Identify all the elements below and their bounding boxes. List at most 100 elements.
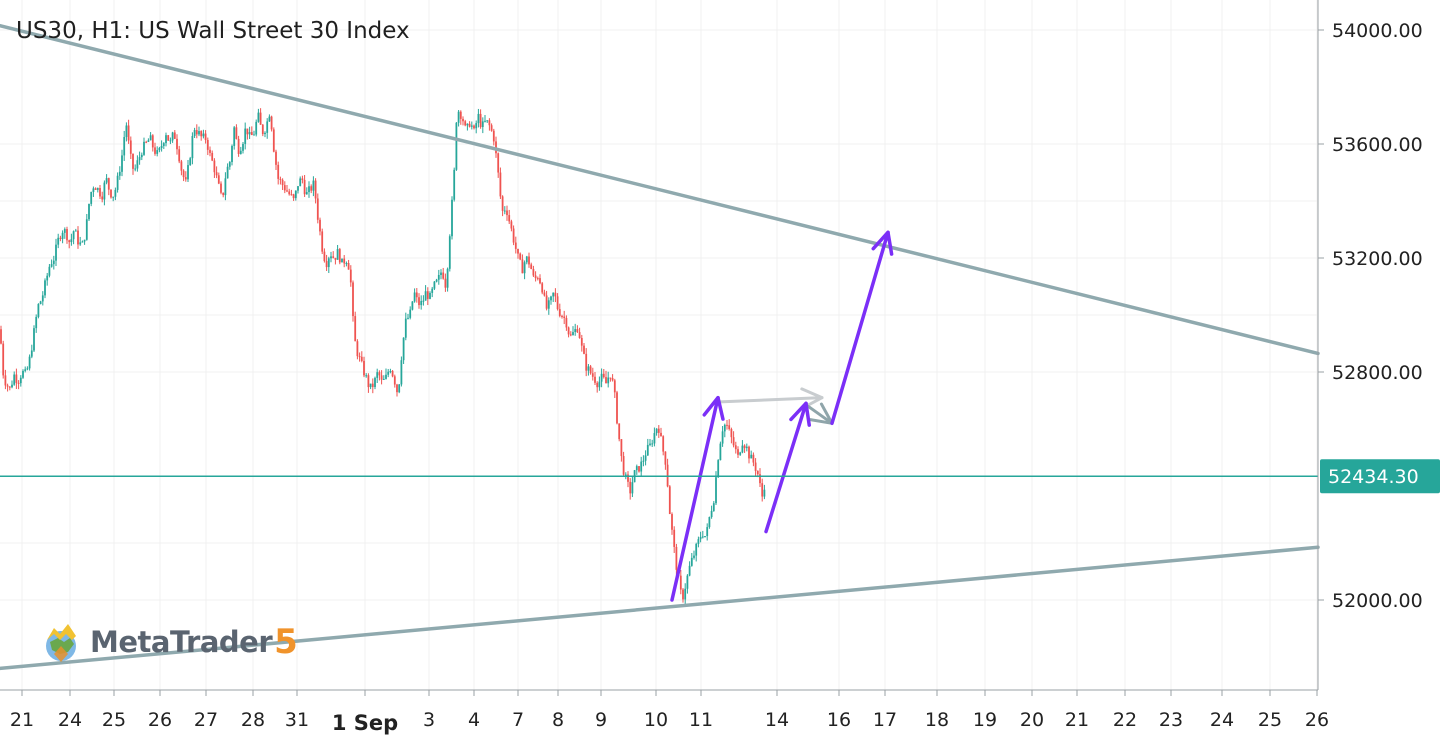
candle-body: [140, 154, 143, 158]
candle-body: [697, 539, 700, 544]
candle-body: [103, 182, 106, 200]
candle-body: [297, 186, 299, 191]
arrow-shaft: [670, 395, 720, 602]
candle-body: [688, 565, 691, 576]
candle-body: [30, 350, 33, 357]
candle-body: [39, 301, 42, 305]
candle-body: [228, 162, 231, 167]
candle-body: [156, 150, 159, 154]
projection-arrow[interactable]: [830, 230, 894, 426]
candle-body: [396, 384, 398, 393]
candle-body: [580, 337, 583, 346]
candle-body: [585, 353, 588, 371]
candle-body: [732, 437, 735, 446]
candle-body: [171, 132, 174, 141]
candle-body: [591, 373, 594, 377]
candle-body: [409, 309, 412, 318]
candle-body: [510, 221, 513, 229]
candle-body: [433, 281, 436, 289]
candle-body: [118, 171, 121, 176]
ghost-return-arrow[interactable]: [806, 402, 834, 425]
candle-body: [28, 356, 31, 369]
x-tick-label: 18: [925, 709, 949, 731]
trendlines[interactable]: [0, 23, 1320, 671]
projection-arrow[interactable]: [670, 395, 725, 602]
candle-body: [178, 149, 181, 162]
candle-body: [2, 343, 5, 376]
candle-body: [123, 137, 126, 156]
candle-body: [558, 309, 561, 316]
candle-body: [275, 151, 277, 165]
candle-body: [77, 230, 79, 245]
candle-body: [651, 443, 654, 445]
candle-body: [655, 428, 658, 434]
candle-body: [484, 120, 486, 122]
arrow-head: [800, 387, 824, 410]
candle-body: [605, 377, 607, 384]
candle-body: [129, 140, 132, 154]
trendline[interactable]: [0, 23, 1320, 356]
projection-arrow[interactable]: [764, 401, 811, 534]
candle-body: [712, 503, 715, 511]
price-badge-background: [1320, 459, 1440, 494]
candle-body: [200, 131, 203, 137]
candle-body: [26, 368, 29, 370]
candle-body: [48, 266, 51, 276]
candle-body: [492, 130, 495, 142]
candle-body: [596, 382, 599, 388]
candle-body: [330, 256, 332, 259]
candle-body: [415, 292, 418, 298]
candle-body: [52, 260, 55, 265]
candle-body: [512, 228, 515, 243]
candle-body: [556, 296, 559, 310]
ghost-projection-arrow[interactable]: [718, 387, 824, 410]
candle-body: [371, 383, 374, 388]
candle-body: [310, 186, 313, 191]
candle-body: [424, 291, 427, 301]
candle-body: [660, 432, 662, 437]
candle-body: [369, 383, 372, 388]
arrow-head: [702, 395, 725, 421]
candle-body: [664, 451, 667, 465]
candle-body: [640, 461, 643, 472]
candle-body: [35, 316, 38, 329]
candle-body: [11, 384, 13, 388]
candle-body: [160, 145, 163, 149]
candle-body: [292, 194, 295, 199]
candle-body: [8, 386, 11, 388]
candle-body: [70, 239, 73, 243]
candle-body: [259, 112, 262, 125]
candle-body: [68, 240, 71, 243]
candle-body: [345, 263, 348, 265]
globe-icon: [46, 624, 76, 662]
candle-body: [519, 253, 522, 260]
candle-body: [332, 256, 335, 258]
candle-body: [167, 135, 170, 141]
candle-body: [686, 575, 689, 589]
x-tick-label: 11: [689, 709, 713, 731]
candle-body: [261, 124, 264, 135]
candle-body: [356, 341, 359, 357]
projection-arrows[interactable]: [670, 230, 894, 602]
x-tick-label: 22: [1113, 709, 1137, 731]
candle-body: [343, 258, 346, 264]
candle-body: [539, 278, 541, 284]
candle-body: [358, 356, 361, 358]
candle-body: [552, 292, 555, 297]
candle-body: [55, 244, 57, 261]
candle-body: [184, 177, 187, 180]
candle-body: [719, 443, 722, 461]
candle-body: [543, 292, 546, 296]
candle-body: [264, 132, 266, 135]
x-tick-label: 19: [973, 709, 997, 731]
trendline[interactable]: [0, 545, 1320, 671]
candle-body: [158, 148, 161, 151]
candle-body: [79, 242, 82, 245]
candle-body: [627, 474, 629, 482]
candle-body: [662, 436, 665, 452]
candle-body: [565, 317, 568, 328]
candle-body: [81, 241, 84, 243]
candle-body: [105, 178, 108, 183]
